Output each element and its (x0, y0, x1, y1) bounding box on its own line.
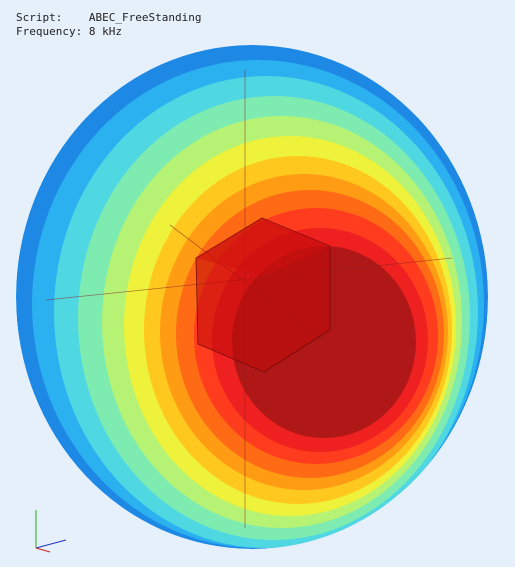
frequency: Frequency: 8 kHz (16, 25, 122, 38)
enclosure-top (196, 218, 330, 276)
triad-x (35, 539, 67, 549)
script-label: Script: (16, 11, 63, 24)
script-name: ABEC_FreeStanding (88, 11, 202, 24)
axis-triad (35, 510, 67, 553)
triad-z (35, 547, 51, 553)
script-line: Script: ABEC_FreeStanding (16, 11, 201, 24)
